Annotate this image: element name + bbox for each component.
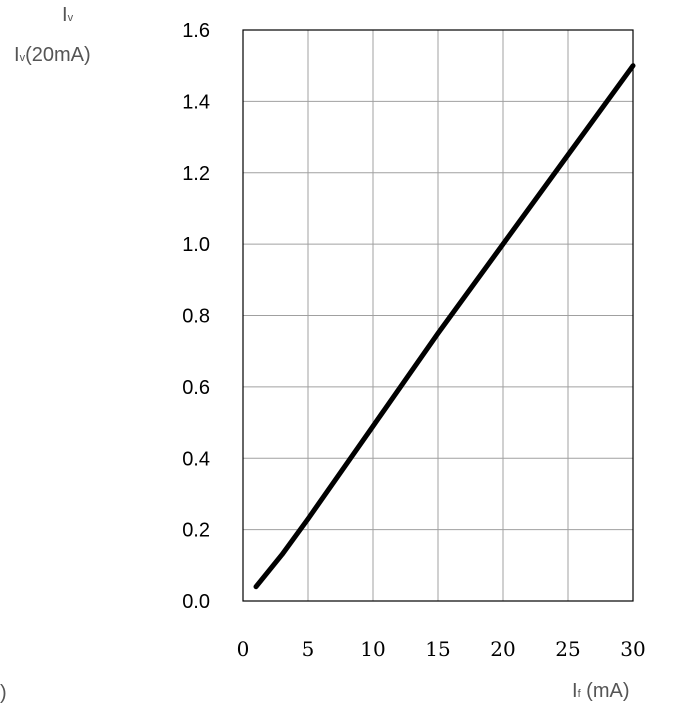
y-tick-label: 0.4 — [182, 448, 210, 470]
x-tick-label: 10 — [360, 637, 385, 661]
y-tick-label: 1.0 — [182, 234, 210, 256]
plot-frame — [242, 29, 634, 602]
x-tick-label: 20 — [490, 637, 515, 661]
y-tick-label: 0.0 — [182, 591, 210, 613]
x-tick-label: 5 — [302, 637, 315, 661]
series-line — [253, 63, 636, 590]
stray-text: ) — [0, 682, 7, 704]
x-tick-label: 30 — [620, 637, 645, 661]
y-axis-label-numerator: Iv — [62, 4, 74, 26]
y-tick-label: 1.2 — [182, 163, 210, 185]
y-tick-label: 0.6 — [182, 377, 210, 399]
x-tick-label: 25 — [555, 637, 580, 661]
x-tick-label: 15 — [425, 637, 450, 661]
y-tick-label: 1.4 — [182, 91, 210, 113]
y-tick-label: 0.2 — [182, 520, 210, 542]
y-tick-label: 0.8 — [182, 306, 210, 328]
x-axis-label: If (mA) — [572, 680, 630, 702]
x-tick-label: 0 — [237, 637, 250, 661]
y-axis-label-denominator: Iv(20mA) — [14, 44, 91, 66]
y-tick-label: 1.6 — [182, 20, 210, 42]
